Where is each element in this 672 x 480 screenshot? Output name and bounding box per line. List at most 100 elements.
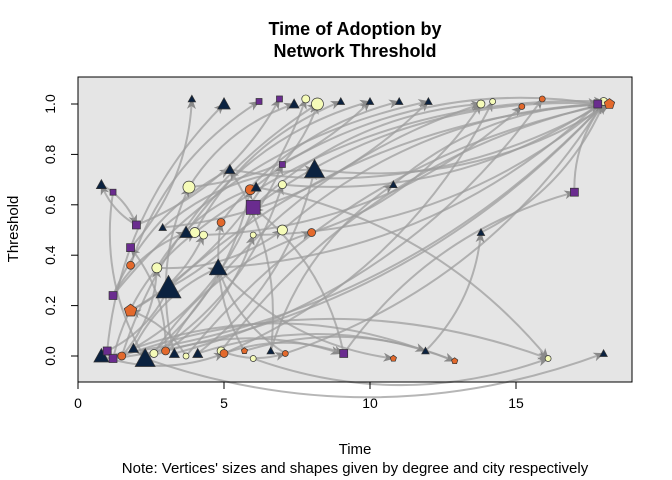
edge-arrow [214, 221, 246, 352]
vertex-circle [249, 231, 257, 239]
edge-arrow [129, 309, 187, 357]
edge-arrow [480, 103, 605, 234]
y-tick-label: 0.4 [42, 245, 58, 265]
vertex-triangle [217, 97, 231, 110]
vertex-circle [117, 351, 127, 361]
vertex-square [255, 98, 263, 105]
vertex-triangle [394, 97, 404, 105]
edge-layer [100, 96, 611, 399]
vertex-circle [199, 230, 208, 240]
vertex-circle [182, 352, 190, 360]
edge-arrow [223, 100, 494, 355]
vertex-circle [544, 355, 552, 362]
vertex-triangle [266, 346, 276, 355]
x-tick-label: 0 [74, 395, 82, 411]
edge-arrow [314, 103, 611, 175]
edge-arrow [223, 341, 345, 355]
vertex-pentagon [240, 347, 248, 354]
edge-arrow [392, 99, 605, 186]
y-tick-label: 0.2 [42, 296, 58, 316]
edge-arrow [193, 100, 342, 233]
edge-arrow [197, 168, 317, 355]
x-tick-label: 15 [508, 395, 524, 411]
vertex-square [279, 161, 286, 168]
vertex-triangle [127, 342, 140, 353]
vertex-square [132, 220, 141, 230]
edge-arrow [252, 98, 605, 209]
edge-arrow [185, 99, 371, 234]
vertex-square [276, 95, 283, 103]
chart-title-line-1: Time of Adoption by [269, 19, 442, 39]
edge-arrow [156, 229, 284, 270]
vertex-triangle [389, 180, 398, 188]
vertex-circle [126, 260, 135, 270]
edge-arrow [132, 266, 220, 349]
y-tick-label: 1.0 [42, 94, 58, 114]
vertex-square [339, 349, 349, 358]
vertex-layer [93, 94, 616, 367]
vertex-triangle [168, 347, 180, 358]
y-tick-label: 0.0 [42, 346, 58, 366]
edge-arrow [130, 234, 205, 312]
edge-arrow [252, 357, 550, 387]
x-tick-label: 5 [220, 395, 228, 411]
edge-arrow [165, 234, 255, 352]
edge-arrow [144, 352, 605, 399]
chart-title-line-2: Network Threshold [273, 41, 436, 61]
vertex-circle [476, 99, 486, 109]
x-tick-label: 10 [362, 395, 378, 411]
vertex-square [126, 243, 135, 252]
edge-arrow [121, 266, 162, 357]
vertex-triangle [424, 97, 433, 105]
vertex-triangle [476, 228, 486, 236]
edge-arrow [252, 206, 345, 354]
vertex-triangle [599, 349, 608, 357]
edge-arrow [281, 96, 599, 166]
edge-arrow [573, 103, 605, 193]
vertex-pentagon [603, 98, 616, 109]
y-tick-label: 0.8 [42, 144, 58, 164]
vertex-circle [518, 103, 526, 110]
chart-note: Note: Vertices' sizes and shapes given b… [122, 460, 589, 477]
vertex-pentagon [451, 357, 459, 365]
vertex-pentagon [389, 354, 397, 362]
vertex-circle [538, 95, 546, 103]
edge-arrow [162, 165, 316, 229]
edge-arrow [121, 317, 550, 360]
vertex-circle [277, 224, 288, 236]
edge-arrow [203, 105, 523, 237]
y-tick-label: 0.6 [42, 195, 58, 215]
edge-arrow [112, 231, 187, 297]
vertex-square [109, 188, 117, 196]
vertex-square [245, 199, 261, 215]
vertex-pentagon [123, 303, 138, 317]
edge-arrow [168, 163, 284, 289]
vertex-circle [489, 98, 496, 105]
x-axis-label: Time [339, 441, 372, 458]
vertex-triangle [303, 158, 326, 178]
vertex-triangle [155, 274, 182, 299]
vertex-circle [311, 97, 324, 111]
edge-arrow [164, 186, 190, 354]
edge-arrow [255, 186, 549, 360]
edge-arrow [133, 322, 427, 352]
vertex-square [102, 346, 112, 356]
vertex-triangle [208, 258, 228, 276]
vertex-square [570, 187, 579, 197]
axes: 0 5 10 15 0.0 0.2 0.4 0.6 0.8 1.0 [42, 94, 524, 411]
vertex-triangle [179, 225, 193, 238]
vertex-triangle [421, 346, 430, 355]
edge-arrow [129, 97, 196, 249]
vertex-triangle [192, 347, 204, 358]
vertex-triangle [250, 181, 262, 192]
edge-arrow [101, 103, 605, 357]
edge-arrow [282, 100, 605, 188]
edge-arrow [424, 231, 485, 352]
vertex-circle [219, 349, 229, 358]
edge-arrow [228, 168, 274, 352]
y-axis-label: Threshold [5, 196, 22, 263]
edge-arrow [112, 168, 231, 296]
vertex-circle [151, 262, 163, 274]
edge-arrow [188, 100, 371, 189]
